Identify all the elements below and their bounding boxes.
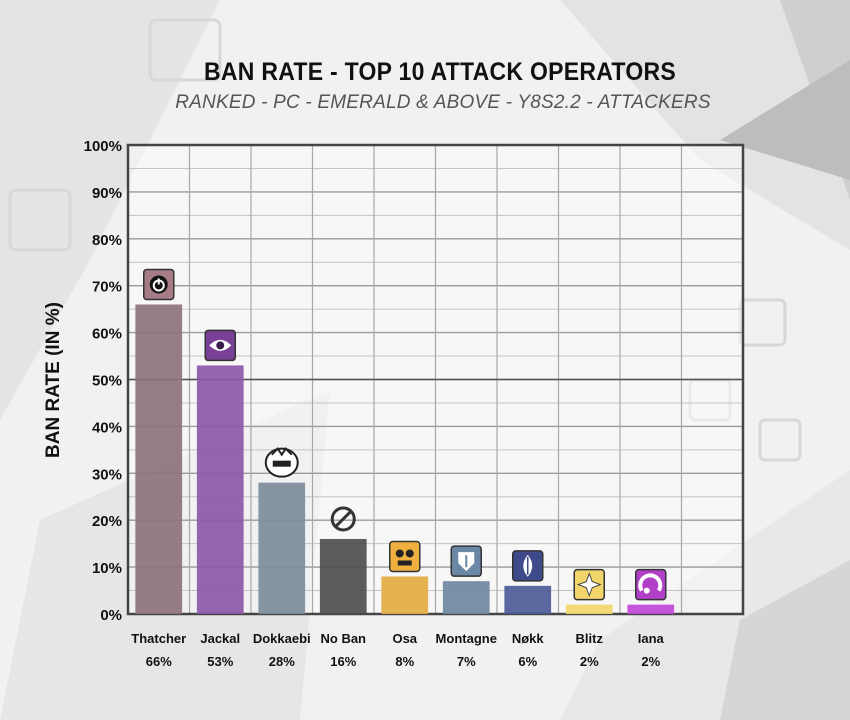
chart-subtitle: RANKED - PC - EMERALD & ABOVE - Y8S2.2 -… (175, 92, 711, 113)
icon-shape (216, 341, 225, 350)
x-tick-label: Jackal (200, 631, 240, 646)
nokk-icon (512, 550, 544, 582)
jackal-icon (204, 329, 236, 362)
bar-group: Iana 2% (627, 568, 675, 669)
icon-shape (335, 510, 352, 528)
bar-no-ban (319, 538, 367, 614)
x-tick-label: No Ban (321, 631, 367, 646)
plot-frame (126, 143, 745, 616)
data-label: 28% (269, 654, 295, 669)
bar-jackal (196, 365, 244, 614)
y-tick-label: 10% (92, 560, 122, 577)
bar-thatcher (135, 304, 183, 614)
icon-shape (576, 572, 602, 598)
bar-n-kk (504, 585, 552, 614)
bar-blitz (565, 604, 613, 614)
bar-group: Jackal 53% (196, 329, 244, 669)
y-tick-label: 100% (84, 138, 122, 155)
data-label: 7% (457, 654, 476, 669)
y-tick-label: 80% (92, 232, 122, 249)
montagne-icon (450, 545, 482, 577)
y-tick-label: 70% (92, 279, 122, 296)
bar-group: No Ban 16% (319, 506, 367, 669)
bar-group: Blitz 2% (565, 568, 613, 669)
x-tick-label: Nøkk (512, 631, 545, 646)
data-label: 66% (146, 654, 172, 669)
icon-shape (272, 460, 291, 467)
iana-icon (635, 568, 667, 601)
y-tick-label: 20% (92, 513, 122, 530)
thatcher-icon (143, 268, 175, 301)
bar-osa (381, 576, 429, 614)
y-tick-label: 60% (92, 326, 122, 343)
bar-group: Montagne 7% (436, 545, 497, 669)
data-label: 2% (580, 654, 599, 669)
x-tick-label: Blitz (576, 631, 604, 646)
bar-group: Nøkk 6% (504, 550, 552, 669)
bar-group: Dokkaebi 28% (253, 447, 311, 669)
no-ban-icon (330, 506, 356, 532)
x-tick-label: Dokkaebi (253, 631, 311, 646)
bar-group: Osa 8% (381, 540, 429, 669)
data-label: 16% (330, 654, 356, 669)
x-tick-label: Osa (392, 631, 417, 646)
bar-montagne (442, 581, 490, 614)
blitz-icon (573, 568, 605, 601)
chart-title: BAN RATE - TOP 10 ATTACK OPERATORS (204, 58, 676, 86)
bar-iana (627, 604, 675, 614)
x-tick-label: Thatcher (131, 631, 186, 646)
icon-shape (405, 549, 414, 558)
icon-shape (271, 447, 293, 457)
osa-icon (389, 540, 421, 573)
y-tick-label: 0% (100, 607, 122, 624)
y-tick-label: 30% (92, 466, 122, 483)
icon-shape (330, 506, 356, 532)
data-label: 53% (207, 654, 233, 669)
y-tick-label: 40% (92, 419, 122, 436)
x-tick-label: Iana (638, 631, 665, 646)
data-label: 2% (641, 654, 660, 669)
data-label: 6% (518, 654, 537, 669)
bar-group: Thatcher 66% (131, 268, 186, 669)
icon-shape (643, 587, 650, 594)
x-tick-label: Montagne (436, 631, 497, 646)
y-tick-label: 50% (92, 373, 122, 390)
icon-shape (395, 549, 404, 558)
dokkaebi-icon (264, 447, 299, 478)
icon-shape (397, 560, 412, 566)
y-tick-label: 90% (92, 185, 122, 202)
data-label: 8% (395, 654, 414, 669)
icon-shape (638, 573, 663, 592)
icon-frame (389, 540, 421, 573)
bar-dokkaebi (258, 482, 306, 614)
